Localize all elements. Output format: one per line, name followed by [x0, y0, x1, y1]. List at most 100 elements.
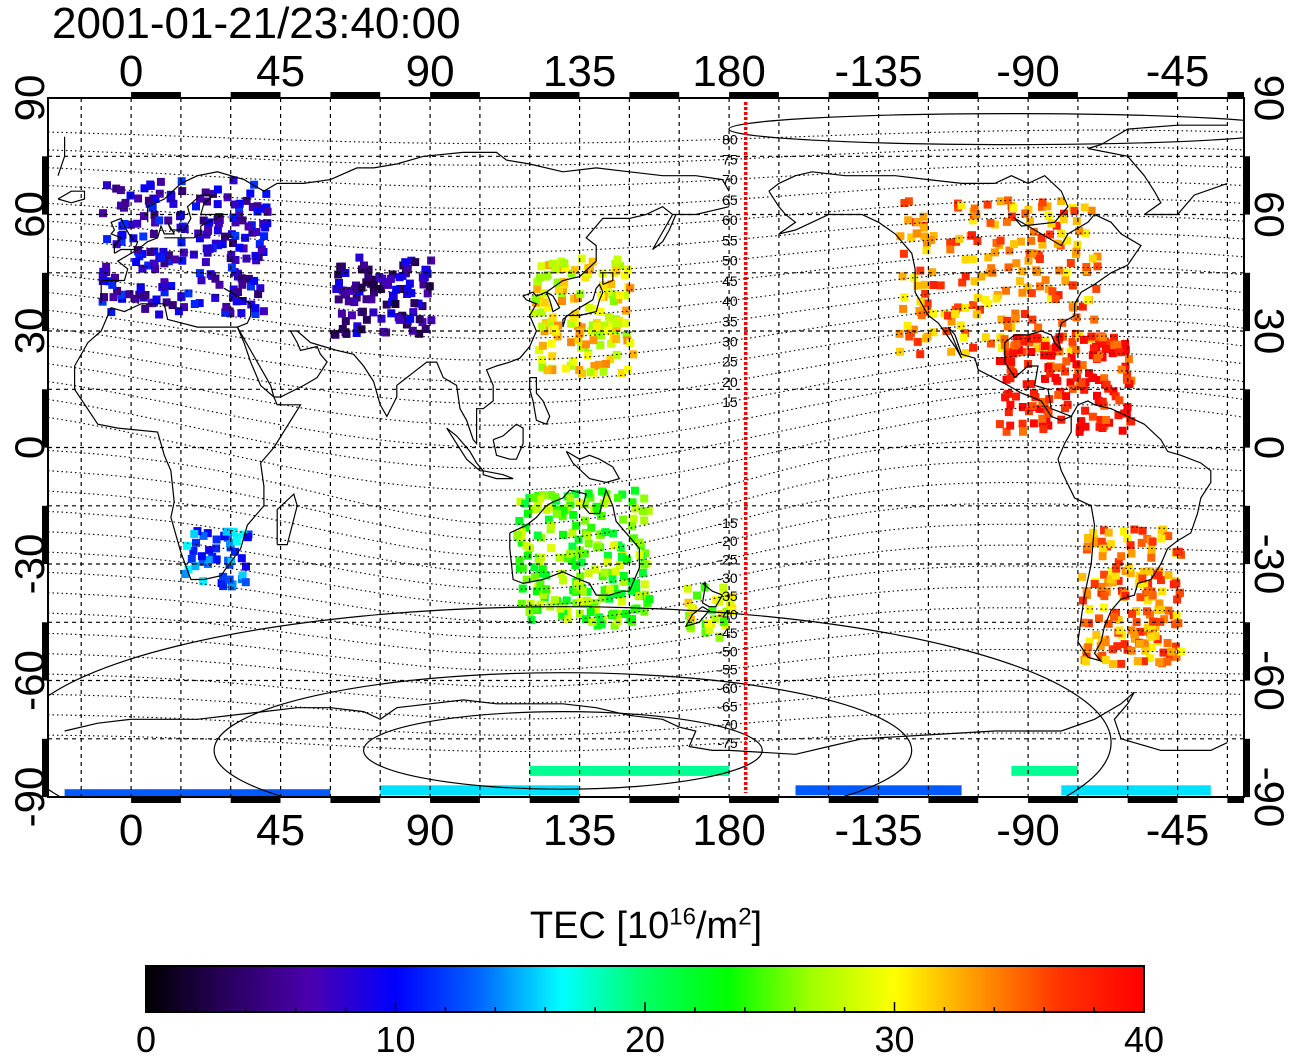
tec-cell [640, 580, 649, 589]
tec-cell [592, 322, 601, 331]
tec-cell [1157, 534, 1166, 543]
tec-cell [1014, 345, 1023, 354]
tec-cell [222, 302, 231, 311]
tec-cell [1085, 605, 1094, 613]
tec-cell [727, 592, 736, 601]
tec-cell [538, 322, 547, 331]
tec-cell [559, 530, 567, 539]
tec-cell [209, 189, 217, 198]
tec-cell [531, 295, 540, 304]
tec-cell [355, 253, 364, 262]
coastline [482, 470, 514, 480]
tec-cell [576, 582, 585, 591]
tec-cell [613, 590, 622, 599]
tec-cell [195, 234, 204, 243]
tec-cell [360, 261, 368, 270]
tec-cell [916, 350, 925, 359]
tec-cell [1000, 335, 1009, 344]
tec-cell [223, 193, 232, 202]
tec-cell [600, 321, 609, 330]
frame-tick-bar [1028, 92, 1078, 98]
tec-cell [1165, 652, 1174, 661]
tec-cell [1100, 526, 1109, 535]
tec-cell [262, 189, 271, 198]
tec-cell [584, 569, 593, 578]
tec-cell [332, 285, 341, 293]
tec-cell [1040, 351, 1049, 360]
tec-cell [256, 284, 265, 293]
tec-cell [521, 499, 530, 508]
tec-cell [1088, 412, 1097, 421]
tec-cell [259, 307, 268, 316]
contour-label: -45 [717, 625, 737, 641]
tec-cell [228, 580, 237, 589]
tec-cell [1164, 532, 1173, 541]
contour-line [48, 318, 1244, 383]
coastline [684, 606, 711, 628]
tec-cell [1089, 538, 1098, 547]
top-lon-tick-label: 180 [692, 47, 765, 96]
tec-cell [1039, 425, 1048, 434]
tec-cell [996, 236, 1005, 245]
tec-cell [547, 544, 556, 553]
tec-cell [628, 498, 637, 507]
tec-cell [522, 542, 531, 551]
tec-cell [613, 617, 622, 625]
tec-cell [1083, 542, 1092, 551]
tec-cell [1047, 351, 1056, 360]
tec-cell [570, 266, 579, 275]
tec-cell [140, 184, 149, 193]
tec-cell [1126, 541, 1135, 550]
tec-cell [1123, 645, 1132, 654]
tec-cell [253, 207, 262, 216]
tec-cell [1008, 368, 1017, 377]
tec-cell [425, 282, 434, 291]
tec-cell [1072, 217, 1081, 225]
frame-tick-bar [629, 92, 680, 98]
right-lat-tick-label: -30 [1246, 534, 1292, 595]
tec-cell [704, 619, 713, 627]
tec-cell [1061, 276, 1070, 285]
tec-cell [392, 285, 401, 294]
contour-line [48, 198, 1244, 231]
tec-cell [542, 505, 551, 514]
tec-cell [567, 319, 576, 328]
tec-cell [572, 585, 581, 594]
tec-cell [235, 243, 244, 252]
tec-cell [199, 577, 208, 585]
right-lat-tick-label: 60 [1246, 191, 1292, 238]
tec-cell [1100, 337, 1109, 346]
tec-cell [600, 586, 609, 595]
tec-cell [1143, 607, 1151, 616]
tec-cell [427, 256, 436, 265]
tec-cell [229, 213, 238, 222]
tec-cell [929, 281, 938, 289]
tec-cell [983, 200, 992, 209]
tec-cell [352, 293, 361, 302]
tec-cell [239, 530, 248, 539]
tec-cell [515, 516, 524, 525]
tec-cell [238, 571, 247, 580]
tec-cell [987, 264, 996, 273]
tec-cell [1072, 346, 1081, 355]
tec-cell [255, 240, 264, 249]
magnetic-latitude-contours [48, 113, 1244, 797]
tec-cell [341, 328, 350, 337]
tec-cell [1055, 266, 1064, 275]
frame-tick-bar [928, 797, 979, 803]
tec-cell [921, 280, 929, 289]
tec-cell [1120, 640, 1129, 649]
tec-cell [629, 514, 638, 523]
tec-cell [1113, 340, 1122, 349]
tec-cell [541, 585, 550, 594]
contour-label: -30 [717, 570, 737, 586]
frame-tick-bar [1244, 156, 1250, 215]
tec-cell [530, 309, 539, 318]
tec-cell [1120, 409, 1129, 418]
tec-cell [1081, 422, 1090, 431]
tec-cell [225, 575, 234, 584]
coastline [74, 303, 302, 581]
tec-cell [118, 230, 127, 239]
tec-cell [645, 595, 654, 604]
tec-cell [1027, 236, 1036, 245]
